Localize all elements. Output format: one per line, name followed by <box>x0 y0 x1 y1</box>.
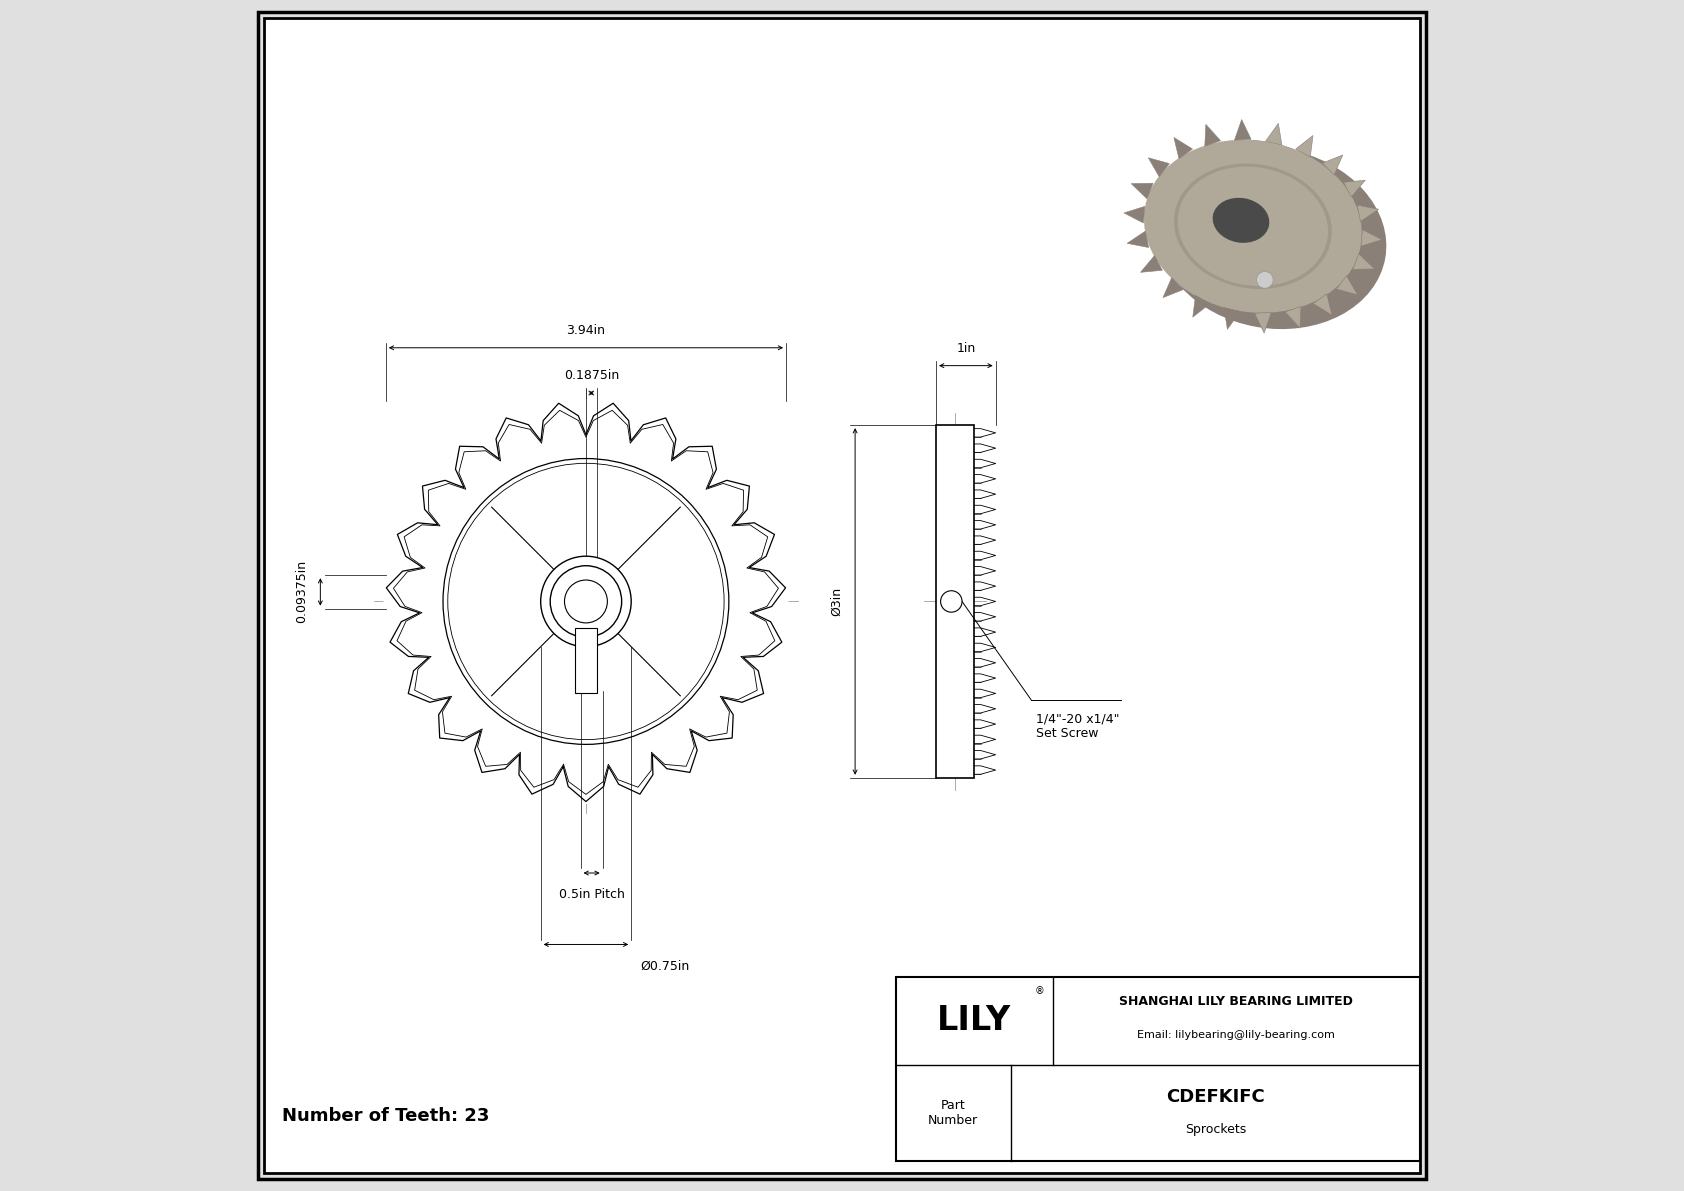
Polygon shape <box>1123 206 1145 223</box>
Text: Ø0.75in: Ø0.75in <box>640 960 690 973</box>
Ellipse shape <box>1212 198 1270 243</box>
Bar <box>576 628 596 693</box>
Polygon shape <box>1164 278 1184 298</box>
Polygon shape <box>1354 199 1376 218</box>
Circle shape <box>384 399 788 804</box>
Polygon shape <box>1349 193 1372 211</box>
Polygon shape <box>1322 155 1342 175</box>
Text: Part
Number: Part Number <box>928 1099 978 1127</box>
Text: LILY: LILY <box>936 1004 1012 1037</box>
Polygon shape <box>1356 254 1378 273</box>
Polygon shape <box>1346 273 1369 291</box>
Polygon shape <box>1322 164 1347 181</box>
Polygon shape <box>1234 119 1251 141</box>
Polygon shape <box>1346 187 1369 205</box>
Polygon shape <box>1357 205 1379 222</box>
Polygon shape <box>1337 276 1357 295</box>
Text: Ø3in: Ø3in <box>830 587 844 616</box>
Polygon shape <box>1275 311 1302 324</box>
Circle shape <box>541 556 632 647</box>
Polygon shape <box>1300 151 1327 167</box>
Polygon shape <box>1192 295 1211 317</box>
Text: CDEFKIFC: CDEFKIFC <box>1165 1087 1265 1105</box>
Text: 3.94in: 3.94in <box>566 324 606 337</box>
Polygon shape <box>1204 124 1221 146</box>
Polygon shape <box>1361 226 1381 245</box>
Polygon shape <box>1361 230 1383 247</box>
Polygon shape <box>1292 307 1319 322</box>
Text: Number of Teeth: 23: Number of Teeth: 23 <box>283 1106 490 1125</box>
Bar <box>936 425 975 778</box>
Circle shape <box>564 580 608 623</box>
Polygon shape <box>1329 289 1354 306</box>
Polygon shape <box>1344 180 1366 197</box>
Polygon shape <box>1148 157 1169 176</box>
Text: ®: ® <box>1036 986 1044 996</box>
Polygon shape <box>1292 149 1319 163</box>
Polygon shape <box>1127 231 1148 248</box>
Circle shape <box>941 591 962 612</box>
Text: 0.09375in: 0.09375in <box>295 560 308 624</box>
Polygon shape <box>1224 307 1239 329</box>
Bar <box>896 977 1420 1161</box>
Polygon shape <box>1300 305 1325 319</box>
Text: SHANGHAI LILY BEARING LIMITED: SHANGHAI LILY BEARING LIMITED <box>1120 996 1354 1009</box>
Polygon shape <box>1361 220 1381 238</box>
Polygon shape <box>1349 267 1372 285</box>
Polygon shape <box>1258 141 1285 154</box>
Polygon shape <box>1359 248 1379 266</box>
Polygon shape <box>1335 175 1359 193</box>
Polygon shape <box>1315 298 1340 313</box>
Polygon shape <box>1295 136 1314 157</box>
Text: 1/4"-20 x1/4"
Set Screw: 1/4"-20 x1/4" Set Screw <box>1036 712 1120 740</box>
Polygon shape <box>1340 181 1364 199</box>
Ellipse shape <box>1157 148 1386 329</box>
Polygon shape <box>1250 139 1276 152</box>
Text: Sprockets: Sprockets <box>1184 1123 1246 1136</box>
Polygon shape <box>1352 254 1374 269</box>
Text: 0.1875in: 0.1875in <box>564 369 620 382</box>
Polygon shape <box>1315 160 1340 176</box>
Polygon shape <box>1132 183 1154 199</box>
Polygon shape <box>1285 306 1302 329</box>
Polygon shape <box>1266 124 1282 145</box>
Polygon shape <box>1314 294 1332 316</box>
Polygon shape <box>1352 261 1376 279</box>
Polygon shape <box>1361 233 1381 252</box>
Polygon shape <box>1322 294 1347 310</box>
Circle shape <box>551 566 621 637</box>
Polygon shape <box>1334 285 1359 301</box>
Polygon shape <box>1266 142 1293 155</box>
Polygon shape <box>1356 206 1378 225</box>
Polygon shape <box>1283 145 1310 161</box>
Polygon shape <box>1283 310 1310 323</box>
Polygon shape <box>1307 301 1334 317</box>
Polygon shape <box>1275 143 1302 157</box>
Text: Email: lilybearing@lily-bearing.com: Email: lilybearing@lily-bearing.com <box>1137 1030 1335 1040</box>
Ellipse shape <box>1174 163 1332 289</box>
Polygon shape <box>1266 312 1293 325</box>
Circle shape <box>1256 272 1273 288</box>
Polygon shape <box>1361 241 1381 260</box>
Polygon shape <box>1255 312 1271 333</box>
Ellipse shape <box>1177 167 1329 286</box>
Text: 0.5in Pitch: 0.5in Pitch <box>559 888 625 902</box>
Ellipse shape <box>1143 139 1362 313</box>
Polygon shape <box>1256 313 1285 325</box>
Polygon shape <box>1359 213 1379 232</box>
Polygon shape <box>1308 155 1334 172</box>
Polygon shape <box>1329 169 1354 187</box>
Polygon shape <box>1340 279 1364 297</box>
Text: 1in: 1in <box>957 342 975 355</box>
Polygon shape <box>1140 256 1162 273</box>
Polygon shape <box>1174 137 1192 158</box>
